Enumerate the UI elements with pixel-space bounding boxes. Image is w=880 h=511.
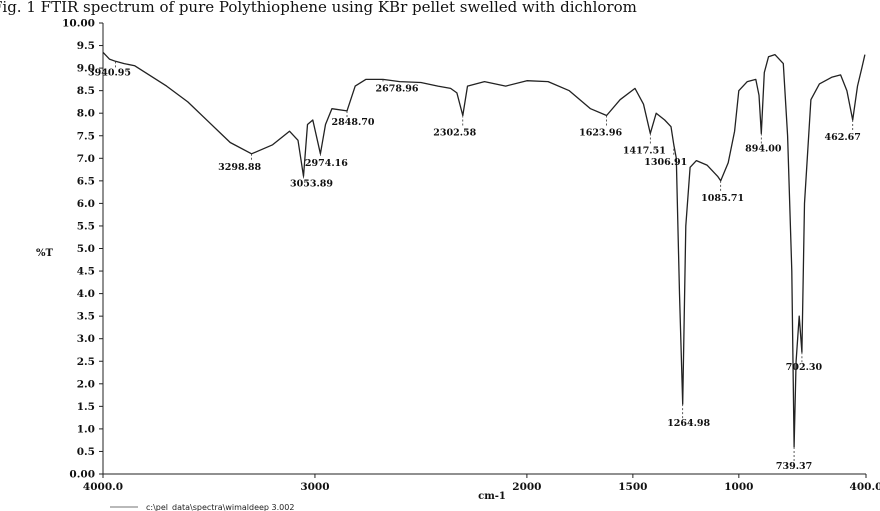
y-tick-label: 0.00	[69, 469, 95, 481]
peak-label: 1623.96	[579, 127, 622, 138]
spectrum-series	[102, 51, 866, 448]
y-tick-label: 10.00	[62, 18, 95, 30]
x-tick-label: 3000	[300, 481, 329, 493]
x-tick-label: 4000.0	[83, 481, 123, 493]
y-tick-label: 0.5	[77, 446, 95, 458]
y-tick-label: 1.5	[77, 401, 95, 413]
x-tick-label: 2000	[512, 481, 541, 493]
x-tick-label: 1000	[724, 481, 753, 493]
y-tick-label: 8.0	[77, 108, 95, 120]
peak-label: 2974.16	[305, 158, 348, 169]
y-tick-label: 9.5	[77, 40, 95, 52]
peak-label: 702.30	[786, 362, 823, 373]
peak-label: 2848.70	[332, 117, 375, 128]
y-tick-label: 6.0	[77, 198, 95, 210]
peak-label: 1085.71	[701, 193, 744, 204]
peak-labels: 3940.95 3298.88 3053.89 2974.16 2848.70 2678.…	[88, 61, 861, 472]
y-axis-label: %T	[36, 248, 54, 259]
y-tick-label: 6.5	[77, 175, 95, 187]
peak-label: 3940.95	[88, 67, 131, 78]
y-tick-label: 1.0	[77, 423, 95, 435]
footer-file-path: c:\pel_data\spectra\wimaldeep 3.002	[146, 503, 294, 511]
peak-label: 3298.88	[218, 162, 261, 173]
peak-label: 2678.96	[376, 83, 419, 94]
y-tick-label: 3.0	[77, 333, 95, 345]
y-tick-label: 9.0	[77, 63, 95, 75]
y-tick-label: 4.5	[77, 266, 95, 278]
y-tick-label: 8.5	[77, 85, 95, 97]
peak-label: 894.00	[745, 143, 782, 154]
x-axis-ticks: 4000.0 3000 2000 1500 1000 400.0	[83, 474, 880, 493]
y-axis-ticks: 0.00 0.5 1.0 1.5 2.0 2.5 3.0 3.5 4.0 4.5 5.0 5.5 6.0…	[62, 18, 103, 481]
y-tick-label: 7.5	[77, 130, 95, 142]
peak-label: 1306.91	[644, 157, 687, 168]
peak-label: 1264.98	[667, 418, 710, 429]
spectrum-line	[102, 51, 866, 448]
figure-caption: Fig. 1 FTIR spectrum of pure Polythiophe…	[0, 0, 637, 16]
y-tick-label: 2.5	[77, 356, 95, 368]
plot-frame	[102, 23, 866, 475]
y-tick-label: 4.0	[77, 288, 95, 300]
x-axis-label: cm-1	[478, 491, 506, 502]
peak-label: 739.37	[776, 461, 812, 472]
peak-label: 1417.51	[623, 145, 666, 156]
y-tick-label: 7.0	[77, 153, 95, 165]
y-tick-label: 5.0	[77, 243, 95, 255]
x-tick-label: 400.0	[850, 481, 880, 493]
y-tick-label: 3.5	[77, 311, 95, 323]
x-tick-label: 1500	[618, 481, 647, 493]
peak-label: 2302.58	[433, 127, 476, 138]
peak-label: 3053.89	[290, 178, 333, 189]
y-tick-label: 5.5	[77, 220, 95, 232]
y-tick-label: 2.0	[77, 378, 95, 390]
peak-label: 462.67	[825, 132, 861, 143]
